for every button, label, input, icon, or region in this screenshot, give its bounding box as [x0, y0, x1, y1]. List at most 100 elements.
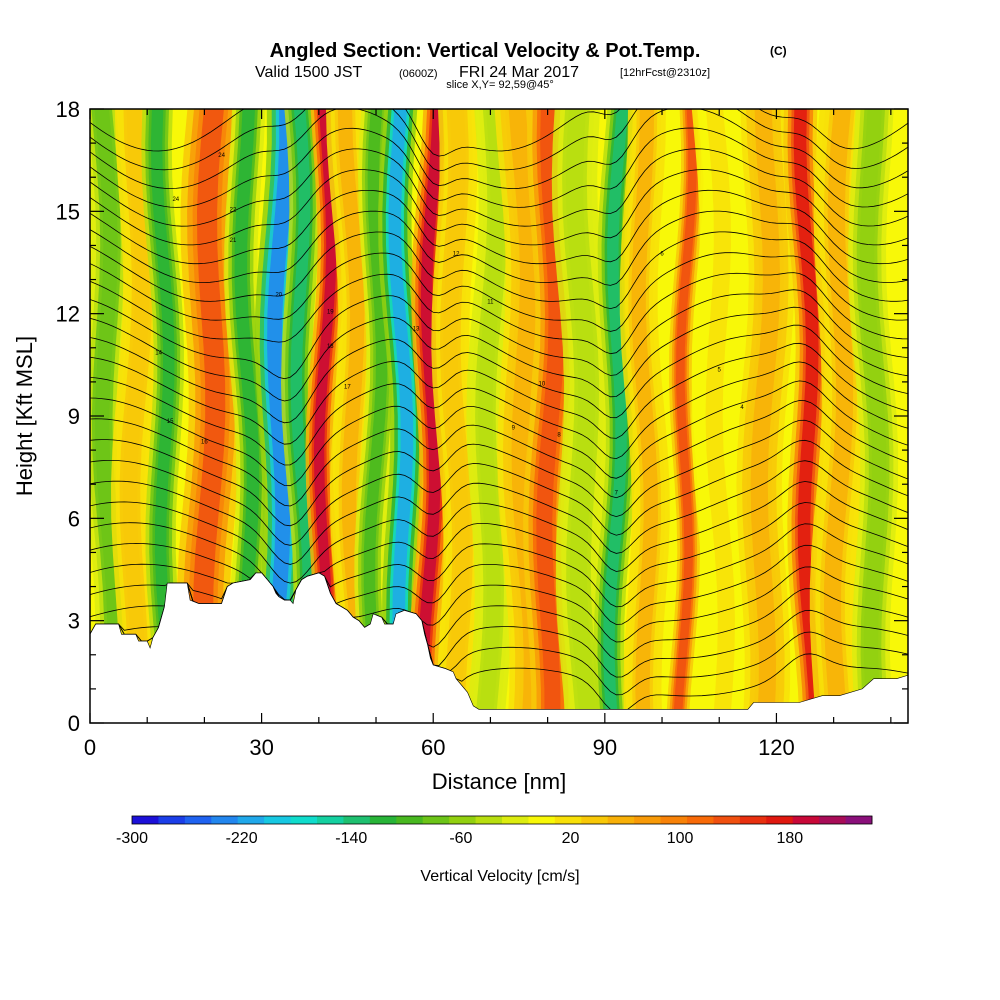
colorbar-swatch	[581, 816, 609, 824]
colorbar-label: Vertical Velocity [cm/s]	[420, 868, 579, 885]
theta-contour	[90, 400, 908, 507]
colorbar-swatch	[607, 816, 635, 824]
y-tick-label: 18	[56, 97, 80, 122]
theta-contour	[90, 342, 908, 445]
theta-contour	[90, 231, 908, 310]
colorbar-swatch	[264, 816, 291, 824]
velocity-band	[234, 109, 260, 723]
x-axis-label: Distance [nm]	[432, 769, 567, 794]
theta-contour	[90, 439, 908, 546]
colorbar-swatch	[766, 816, 794, 824]
velocity-band	[416, 109, 445, 723]
terrain-mask	[90, 572, 908, 723]
colorbar-swatch	[475, 816, 503, 824]
theta-contour	[90, 252, 908, 332]
axes: 0 30 60 90 120 0 3 6 9 12 15 18	[56, 97, 908, 760]
contour-label: 16	[201, 439, 208, 445]
velocity-band	[443, 109, 470, 723]
subtitle-utc: (0600Z)	[399, 68, 438, 80]
velocity-band	[824, 109, 854, 723]
y-axis-label: Height [Kft MSL]	[12, 336, 37, 496]
contour-label: 21	[230, 238, 237, 244]
colorbar-frame	[131, 815, 873, 825]
contour-label: 24	[218, 153, 225, 159]
colorbar-tick-label: -60	[449, 830, 472, 847]
colorbar-swatch	[422, 816, 450, 824]
theta-contour	[90, 460, 908, 565]
colorbar-swatch	[634, 816, 661, 824]
theta-contour	[90, 169, 908, 246]
x-tick-label: 0	[84, 735, 96, 760]
contour-label: 20	[275, 293, 282, 299]
colorbar-swatch	[184, 816, 212, 824]
colorbar-swatch	[792, 816, 820, 824]
contour-label: 15	[167, 419, 174, 425]
velocity-band	[193, 109, 226, 723]
theta-contour	[90, 109, 908, 172]
y-tick-label: 9	[68, 404, 80, 429]
contour-label: 5	[718, 368, 722, 374]
colorbar-swatch	[449, 816, 476, 824]
x-tick-label: 120	[758, 735, 795, 760]
theta-contour	[90, 523, 908, 608]
theta-contour	[90, 289, 908, 380]
contour-label: 24	[172, 197, 179, 203]
theta-contour	[90, 502, 908, 601]
colorbar-swatch	[845, 816, 873, 824]
y-tick-label: 0	[68, 711, 80, 736]
y-tick-label: 3	[68, 609, 80, 634]
theta-contour	[90, 544, 908, 625]
theta-contour	[90, 306, 908, 402]
colorbar-tick-label: 100	[667, 830, 694, 847]
chart-title-unit: (C)	[770, 44, 787, 58]
colorbar-tick-label: -220	[226, 830, 258, 847]
theta-contour	[90, 109, 908, 157]
x-tick-label: 60	[421, 735, 445, 760]
contour-label: 11	[487, 299, 494, 305]
velocity-band	[313, 109, 337, 723]
theta-contour	[90, 419, 908, 527]
contour-label: 7	[615, 491, 619, 497]
contour-label: 14	[155, 351, 162, 357]
velocity-band	[631, 109, 658, 723]
velocity-band	[603, 109, 629, 723]
velocity-band	[263, 109, 295, 723]
contour-label: 9	[512, 426, 516, 432]
theta-contour	[90, 127, 908, 208]
theta-contour	[90, 148, 908, 227]
contour-label: 17	[344, 385, 351, 391]
velocity-band	[337, 109, 369, 723]
contour-labels: 24 24 22 21 20 19 18 17 16 15 14 13 12 11 10 9 8 7 6 5 4	[155, 153, 744, 497]
colorbar-swatch	[290, 816, 318, 824]
theta-contour	[90, 109, 908, 190]
velocity-band	[478, 109, 505, 723]
theta-contour	[90, 272, 908, 355]
velocity-band	[750, 109, 781, 723]
contour-label: 12	[453, 252, 460, 258]
colorbar-tick-label: 180	[776, 830, 803, 847]
colorbar-swatch	[739, 816, 767, 824]
theta-contour	[90, 361, 908, 466]
chart-title: Angled Section: Vertical Velocity & Pot.…	[270, 40, 701, 62]
velocity-band	[565, 109, 598, 723]
colorbar-swatch	[317, 816, 344, 824]
theta-contour	[90, 324, 908, 424]
contour-label: 22	[230, 207, 237, 213]
colorbar-swatch	[237, 816, 265, 824]
contour-label: 18	[327, 344, 334, 350]
colorbar-swatch	[713, 816, 741, 824]
slice-label: slice X,Y= 92,59@45°	[446, 79, 554, 91]
subtitle-date: FRI 24 Mar 2017	[459, 64, 579, 81]
theta-contour	[90, 481, 908, 584]
y-tick-label: 15	[56, 199, 80, 224]
theta-contour	[90, 380, 908, 487]
x-tick-label: 90	[593, 735, 617, 760]
colorbar-swatch	[369, 816, 397, 824]
colorbar-swatch	[554, 816, 582, 824]
contour-label: 8	[557, 433, 561, 439]
velocity-band	[793, 109, 823, 723]
colorbar-swatch	[528, 816, 556, 824]
y-tick-label: 6	[68, 506, 80, 531]
velocity-band	[290, 109, 315, 723]
